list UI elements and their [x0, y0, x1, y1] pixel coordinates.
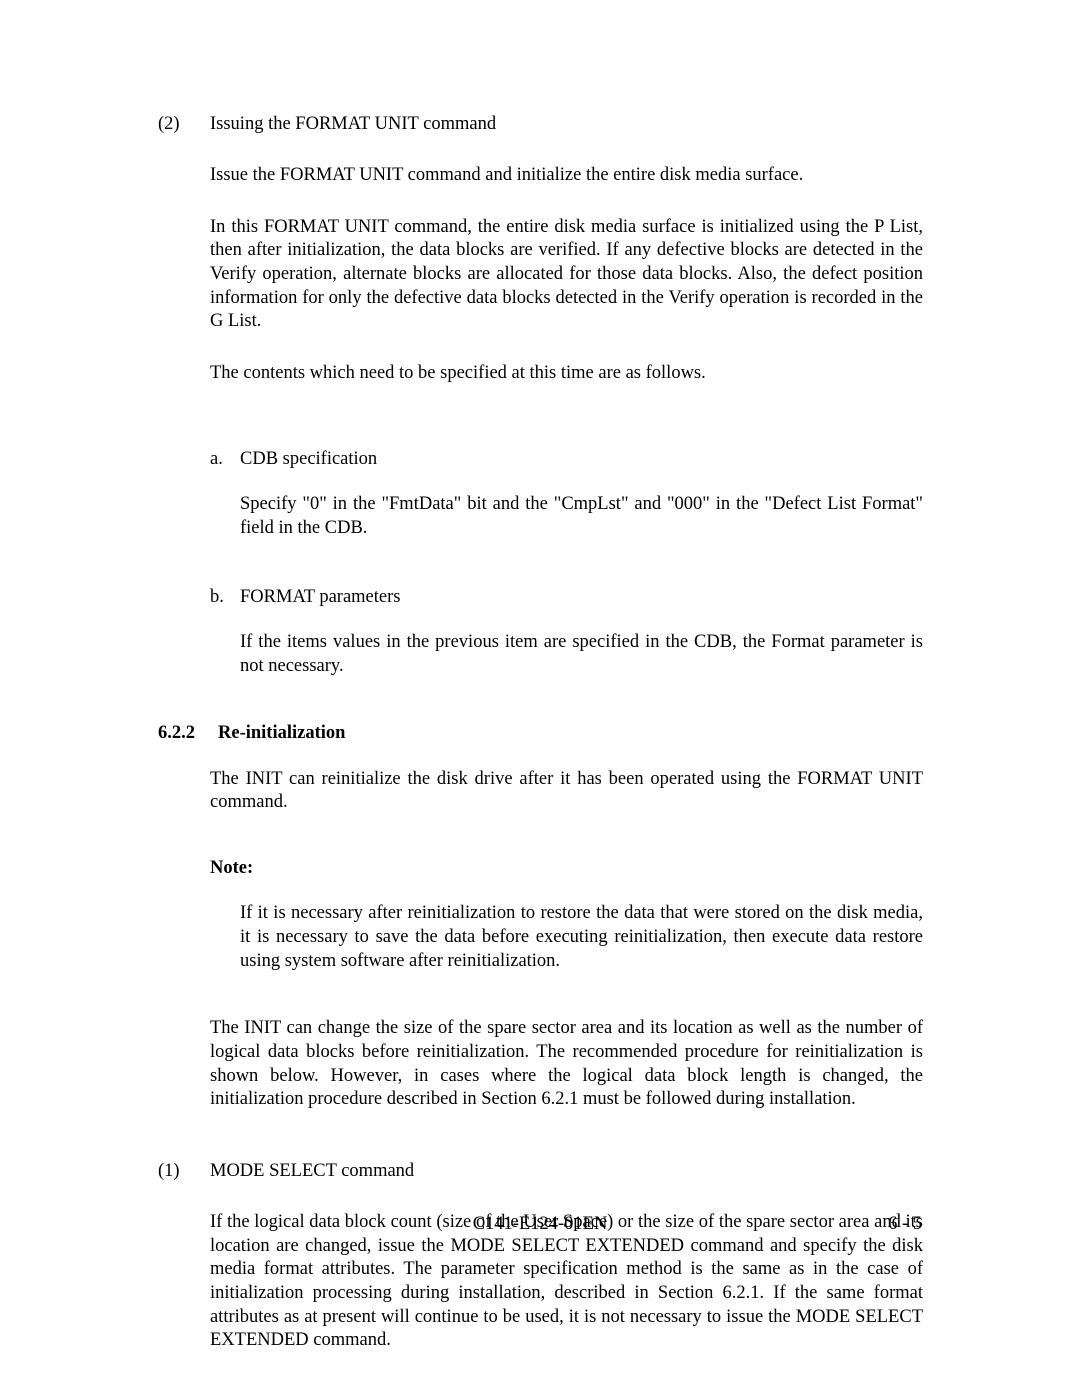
footer-page-number: 6 - 5	[888, 1214, 922, 1235]
item-1-marker: (1)	[158, 1160, 210, 1183]
section-622-body: The INIT can reinitialize the disk drive…	[158, 768, 923, 1112]
item-2-p2: In this FORMAT UNIT command, the entire …	[210, 216, 923, 334]
item-2-p3: The contents which need to be specified …	[210, 362, 923, 386]
note-label: Note:	[210, 857, 923, 880]
section-p1: The INIT can reinitialize the disk drive…	[210, 768, 923, 815]
item-2-header: (2) Issuing the FORMAT UNIT command	[158, 113, 923, 136]
section-number: 6.2.2	[158, 723, 218, 744]
sub-a-body: Specify "0" in the "FmtData" bit and the…	[240, 493, 923, 540]
item-1-title: MODE SELECT command	[210, 1160, 923, 1183]
sub-item-b: b. FORMAT parameters	[210, 586, 923, 609]
item-2-p1: Issue the FORMAT UNIT command and initia…	[210, 164, 923, 188]
sub-item-a: a. CDB specification	[210, 448, 923, 471]
item-2-body: Issue the FORMAT UNIT command and initia…	[158, 164, 923, 679]
item-2-title: Issuing the FORMAT UNIT command	[210, 113, 923, 136]
section-p2: The INIT can change the size of the spar…	[210, 1017, 923, 1112]
section-622-header: 6.2.2 Re-initialization	[158, 723, 923, 744]
item-1-header: (1) MODE SELECT command	[158, 1160, 923, 1183]
section-title: Re-initialization	[218, 723, 345, 744]
sub-b-marker: b.	[210, 586, 240, 609]
note-body: If it is necessary after reinitializatio…	[240, 902, 923, 973]
page-content: (2) Issuing the FORMAT UNIT command Issu…	[158, 113, 923, 1353]
sub-b-body: If the items values in the previous item…	[240, 631, 923, 678]
item-2-marker: (2)	[158, 113, 210, 136]
sub-a-marker: a.	[210, 448, 240, 471]
sub-a-title: CDB specification	[240, 448, 377, 471]
page-footer: C141-E124-01EN 6 - 5	[0, 1214, 1080, 1242]
sub-b-title: FORMAT parameters	[240, 586, 400, 609]
